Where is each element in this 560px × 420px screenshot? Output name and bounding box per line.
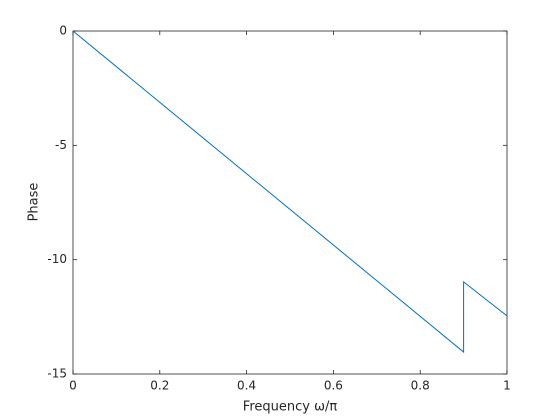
plot-frame [72, 30, 508, 375]
x-axis-label: Frequency ω/π [243, 400, 338, 415]
y-tick-label: -10 [47, 252, 67, 266]
y-axis-label: Phase [27, 183, 42, 222]
x-tick-label: 1 [503, 379, 511, 393]
y-tick-label: -15 [47, 367, 67, 381]
x-tick-label: 0.6 [324, 379, 343, 393]
x-tick-label: 0.8 [411, 379, 430, 393]
y-tick-label: -5 [55, 138, 67, 152]
y-tick-label: 0 [59, 24, 67, 38]
x-tick-label: 0.2 [150, 379, 169, 393]
data-line [72, 30, 508, 354]
x-tick-label: 0.4 [237, 379, 256, 393]
x-tick-label: 0 [69, 379, 77, 393]
